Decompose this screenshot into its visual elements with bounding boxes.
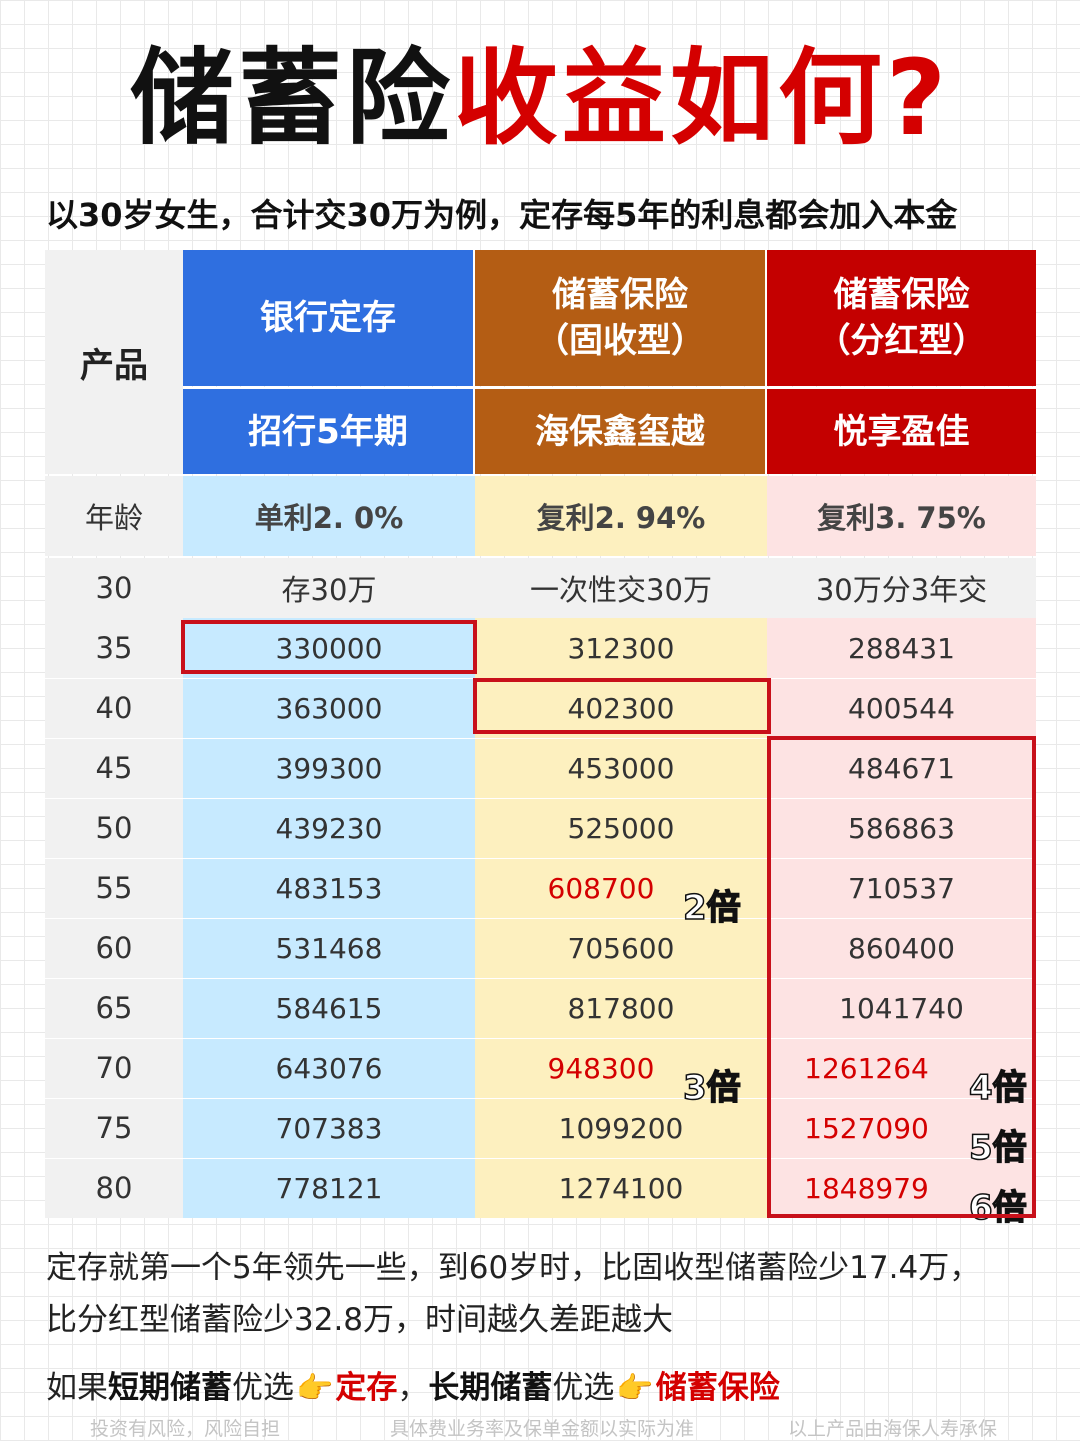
table-cell-bank: 363000 (183, 678, 475, 738)
table-cell-dividend: 1041740 (767, 978, 1036, 1038)
note-line1: 定存就第一个5年领先一些，到60岁时，比固收型储蓄险少17.4万， (46, 1250, 981, 1286)
table-row-age: 70 (45, 1038, 183, 1098)
footer-left: 投资有风险，风险自担 (90, 1418, 281, 1440)
table-cell-bank: 584615 (183, 978, 475, 1038)
pointing-hand-icon: 👉 (296, 1371, 334, 1406)
table-cell-dividend: 1261264 (767, 1038, 1036, 1098)
table-row-age: 75 (45, 1098, 183, 1158)
row-divider (45, 858, 1036, 859)
table-cell-dividend: 288431 (767, 618, 1036, 678)
data-rows: 35 330000 312300 288431 40 363000 402300… (45, 618, 1036, 1229)
table-cell-fixed: 402300 (475, 678, 767, 738)
table-cell-dividend: 1527090 (767, 1098, 1036, 1158)
table-cell-bank: 330000 (183, 618, 475, 678)
start-fixed: 一次性交30万 (475, 558, 767, 618)
header-fixed-type: 储蓄保险 （固收型） (475, 250, 767, 386)
subtitle: 以30岁女生，合计交30万为例，定存每5年的利息都会加入本金 (46, 196, 958, 234)
table-row-age: 35 (45, 618, 183, 678)
multiplier-badge: 6倍 (968, 1187, 1027, 1229)
header-bank-type: 银行定存 (183, 250, 475, 386)
highlight-box-fixed-40 (473, 678, 771, 734)
footer-right: 以上产品由海保人寿承保 (788, 1418, 998, 1440)
row-divider (45, 798, 1036, 799)
table-cell-fixed: 817800 (475, 978, 767, 1038)
table-cell-fixed: 453000 (475, 738, 767, 798)
footer-middle: 具体费业务率及保单金额以实际为准 (390, 1418, 695, 1440)
table-cell-bank: 483153 (183, 858, 475, 918)
header-dividend-type: 储蓄保险 （分红型） (767, 250, 1036, 386)
table-cell-fixed: 1274100 (475, 1158, 767, 1218)
highlight-box-bank-35 (181, 620, 477, 674)
multiplier-badge: 2倍 (682, 887, 741, 929)
table-row-age: 40 (45, 678, 183, 738)
product-label: 产品 (45, 250, 183, 474)
table-cell-fixed: 1099200 (475, 1098, 767, 1158)
table-cell-dividend: 710537 (767, 858, 1036, 918)
header-bank-product: 招行5年期 (183, 387, 475, 474)
rate-dividend: 复利3. 75% (767, 476, 1036, 556)
start-dividend: 30万分3年交 (767, 558, 1036, 618)
age-label: 年龄 (45, 476, 183, 556)
table-cell-dividend: 586863 (767, 798, 1036, 858)
multiplier-badge: 4倍 (968, 1067, 1027, 1109)
start-age: 30 (45, 558, 183, 618)
page-title: 储蓄险收益如何? (0, 38, 1080, 158)
row-divider (45, 978, 1036, 979)
table-cell-bank: 778121 (183, 1158, 475, 1218)
table-row-age: 80 (45, 1158, 183, 1218)
table-cell-bank: 643076 (183, 1038, 475, 1098)
rate-fixed: 复利2. 94% (475, 476, 767, 556)
title-part2: 收益如何? (453, 37, 951, 159)
table-row-age: 50 (45, 798, 183, 858)
table-cell-fixed: 948300 (475, 1038, 767, 1098)
table-cell-fixed: 705600 (475, 918, 767, 978)
table-cell-fixed: 312300 (475, 618, 767, 678)
note-line2: 比分红型储蓄险少32.8万，时间越久差距越大 (46, 1302, 674, 1338)
table-cell-bank: 707383 (183, 1098, 475, 1158)
table-cell-bank: 399300 (183, 738, 475, 798)
header-dividend-product: 悦享盈佳 (767, 387, 1036, 474)
row-divider (45, 1098, 1036, 1099)
row-divider (45, 738, 1036, 739)
table-cell-dividend: 484671 (767, 738, 1036, 798)
multiplier-badge: 3倍 (682, 1067, 741, 1109)
row-divider (45, 1158, 1036, 1159)
highlight-box-dividend (767, 736, 1036, 1218)
multiplier-badge: 5倍 (968, 1127, 1027, 1169)
table-row-age: 45 (45, 738, 183, 798)
table-row-age: 55 (45, 858, 183, 918)
row-divider (45, 918, 1036, 919)
table-row-age: 60 (45, 918, 183, 978)
table-cell-dividend: 400544 (767, 678, 1036, 738)
row-divider (45, 1038, 1036, 1039)
table-cell-fixed: 525000 (475, 798, 767, 858)
table-cell-fixed: 608700 (475, 858, 767, 918)
table-cell-dividend: 1848979 (767, 1158, 1036, 1218)
pointing-hand-icon: 👉 (616, 1371, 654, 1406)
table-cell-dividend: 860400 (767, 918, 1036, 978)
table-cell-bank: 531468 (183, 918, 475, 978)
note-line3: 如果短期储蓄优选👉定存，长期储蓄优选👉储蓄保险 (46, 1370, 780, 1406)
table-row-age: 65 (45, 978, 183, 1038)
start-bank: 存30万 (183, 558, 475, 618)
table-cell-bank: 439230 (183, 798, 475, 858)
title-part1: 储蓄险 (129, 37, 454, 159)
header-fixed-product: 海保鑫玺越 (475, 387, 767, 474)
rate-bank: 单利2. 0% (183, 476, 475, 556)
